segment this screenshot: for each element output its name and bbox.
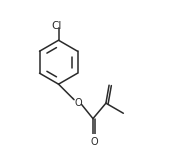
Text: O: O <box>90 137 98 146</box>
Text: Cl: Cl <box>51 21 62 31</box>
Text: O: O <box>75 98 83 108</box>
